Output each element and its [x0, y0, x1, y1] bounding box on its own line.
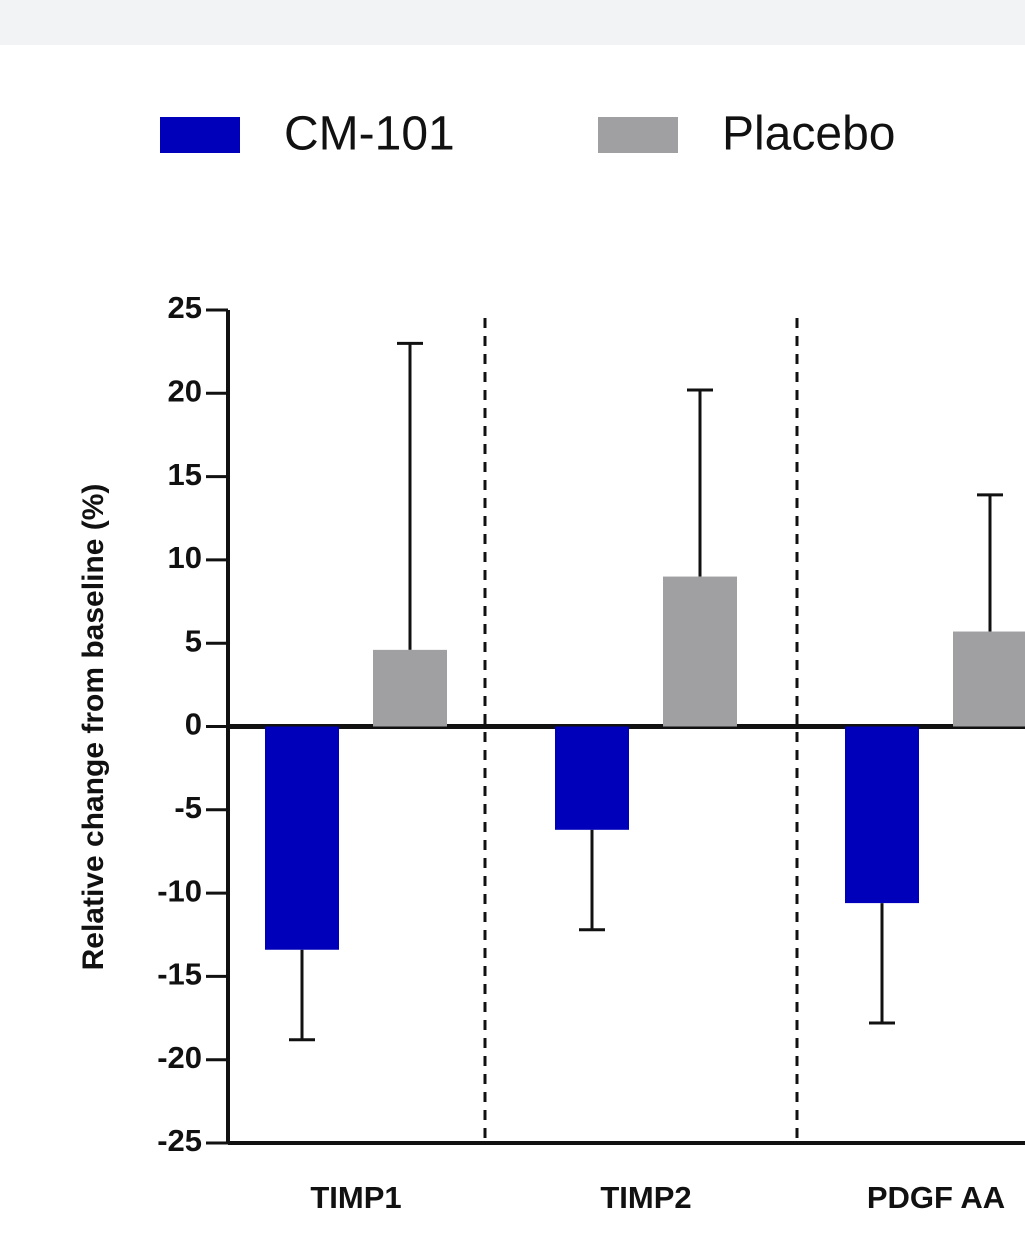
- x-tick-label: TIMP2: [600, 1180, 691, 1215]
- bar: [265, 726, 339, 950]
- y-tick-label: -25: [157, 1123, 202, 1158]
- y-tick-label: 10: [168, 540, 202, 575]
- y-tick-label: -15: [157, 957, 202, 992]
- legend-label: CM-101: [284, 108, 455, 161]
- y-tick-label: -20: [157, 1040, 202, 1075]
- bar: [555, 726, 629, 830]
- bar: [663, 576, 737, 727]
- y-tick-label: -10: [157, 873, 202, 908]
- y-tick-label: -5: [174, 790, 202, 825]
- y-tick-label: 15: [168, 457, 202, 492]
- y-axis-label: Relative change from baseline (%): [77, 484, 110, 971]
- x-tick-label: PDGF AA: [867, 1180, 1005, 1215]
- y-tick-label: 0: [185, 707, 202, 742]
- x-tick-label: TIMP1: [310, 1180, 401, 1215]
- y-tick-label: 20: [168, 373, 202, 408]
- bar: [373, 649, 447, 727]
- legend-swatch: [598, 117, 678, 153]
- legend-swatch: [160, 117, 240, 153]
- y-tick-label: 5: [185, 623, 202, 658]
- legend-label: Placebo: [722, 108, 895, 161]
- bar: [845, 726, 919, 904]
- y-tick-label: 25: [168, 290, 202, 325]
- bar: [953, 631, 1025, 727]
- top-bar: [0, 0, 1025, 45]
